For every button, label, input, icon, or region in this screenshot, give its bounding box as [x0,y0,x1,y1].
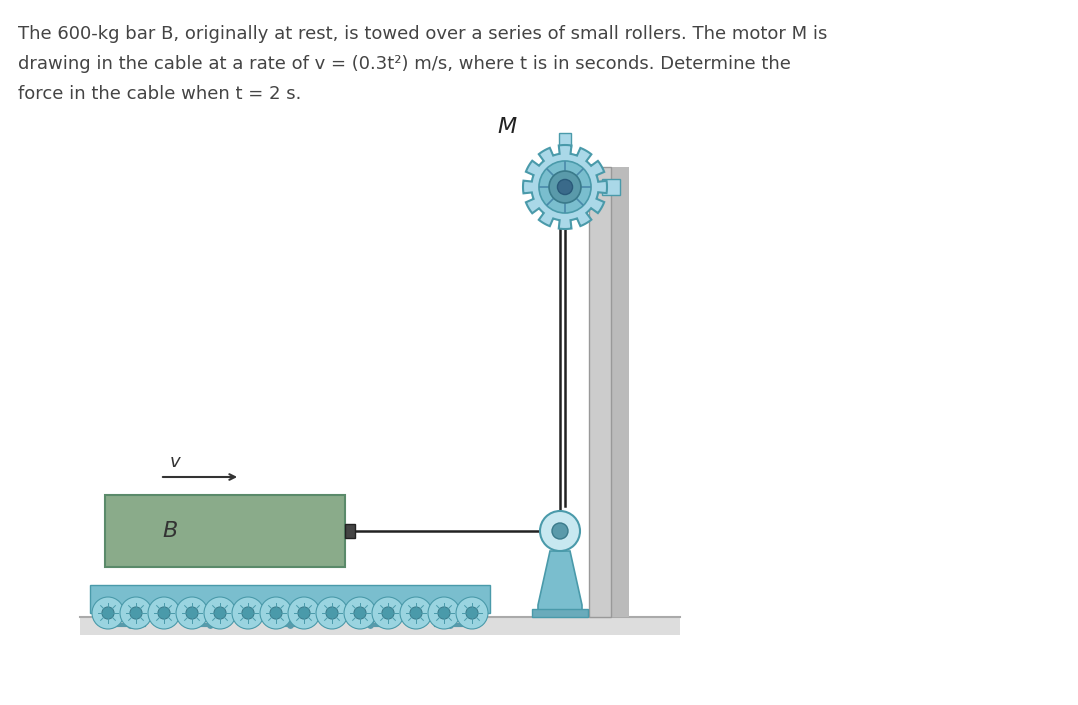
Circle shape [204,597,236,629]
Circle shape [326,607,338,619]
Circle shape [92,597,124,629]
Circle shape [549,171,581,203]
Circle shape [552,523,568,539]
Circle shape [298,607,310,619]
Circle shape [232,597,264,629]
Circle shape [270,607,282,619]
Circle shape [157,607,170,619]
Circle shape [382,607,395,619]
Text: $v$: $v$ [168,453,181,471]
Circle shape [102,607,114,619]
Bar [89,585,490,613]
Bar [80,617,680,635]
Circle shape [288,597,320,629]
Circle shape [428,597,460,629]
Circle shape [344,597,376,629]
Circle shape [185,607,198,619]
Circle shape [539,161,591,213]
Text: $B$: $B$ [162,521,178,541]
Text: The 600-kg bar B, originally at rest, is towed over a series of small rollers. T: The 600-kg bar B, originally at rest, is… [18,25,828,43]
Circle shape [410,607,423,619]
Circle shape [400,597,432,629]
Circle shape [557,180,572,195]
Circle shape [438,607,451,619]
Text: force in the cable when t = 2 s.: force in the cable when t = 2 s. [18,85,302,103]
Bar [559,133,571,147]
Circle shape [316,597,348,629]
Bar [105,495,345,567]
Bar [602,179,620,195]
Circle shape [466,607,478,619]
Bar [533,609,588,617]
Circle shape [260,597,292,629]
Polygon shape [538,551,582,617]
Circle shape [130,607,142,619]
Circle shape [213,607,226,619]
Circle shape [148,597,180,629]
Circle shape [120,597,152,629]
Circle shape [456,597,488,629]
Circle shape [354,607,367,619]
Bar [611,167,628,617]
Circle shape [372,597,404,629]
Bar [345,524,355,538]
Circle shape [176,597,208,629]
Text: drawing in the cable at a rate of v = (0.3t²) m/s, where t is in seconds. Determ: drawing in the cable at a rate of v = (0… [18,55,791,73]
Polygon shape [523,145,607,229]
Circle shape [241,607,254,619]
Bar [589,167,611,617]
Text: $M$: $M$ [497,117,519,137]
Circle shape [540,511,580,551]
